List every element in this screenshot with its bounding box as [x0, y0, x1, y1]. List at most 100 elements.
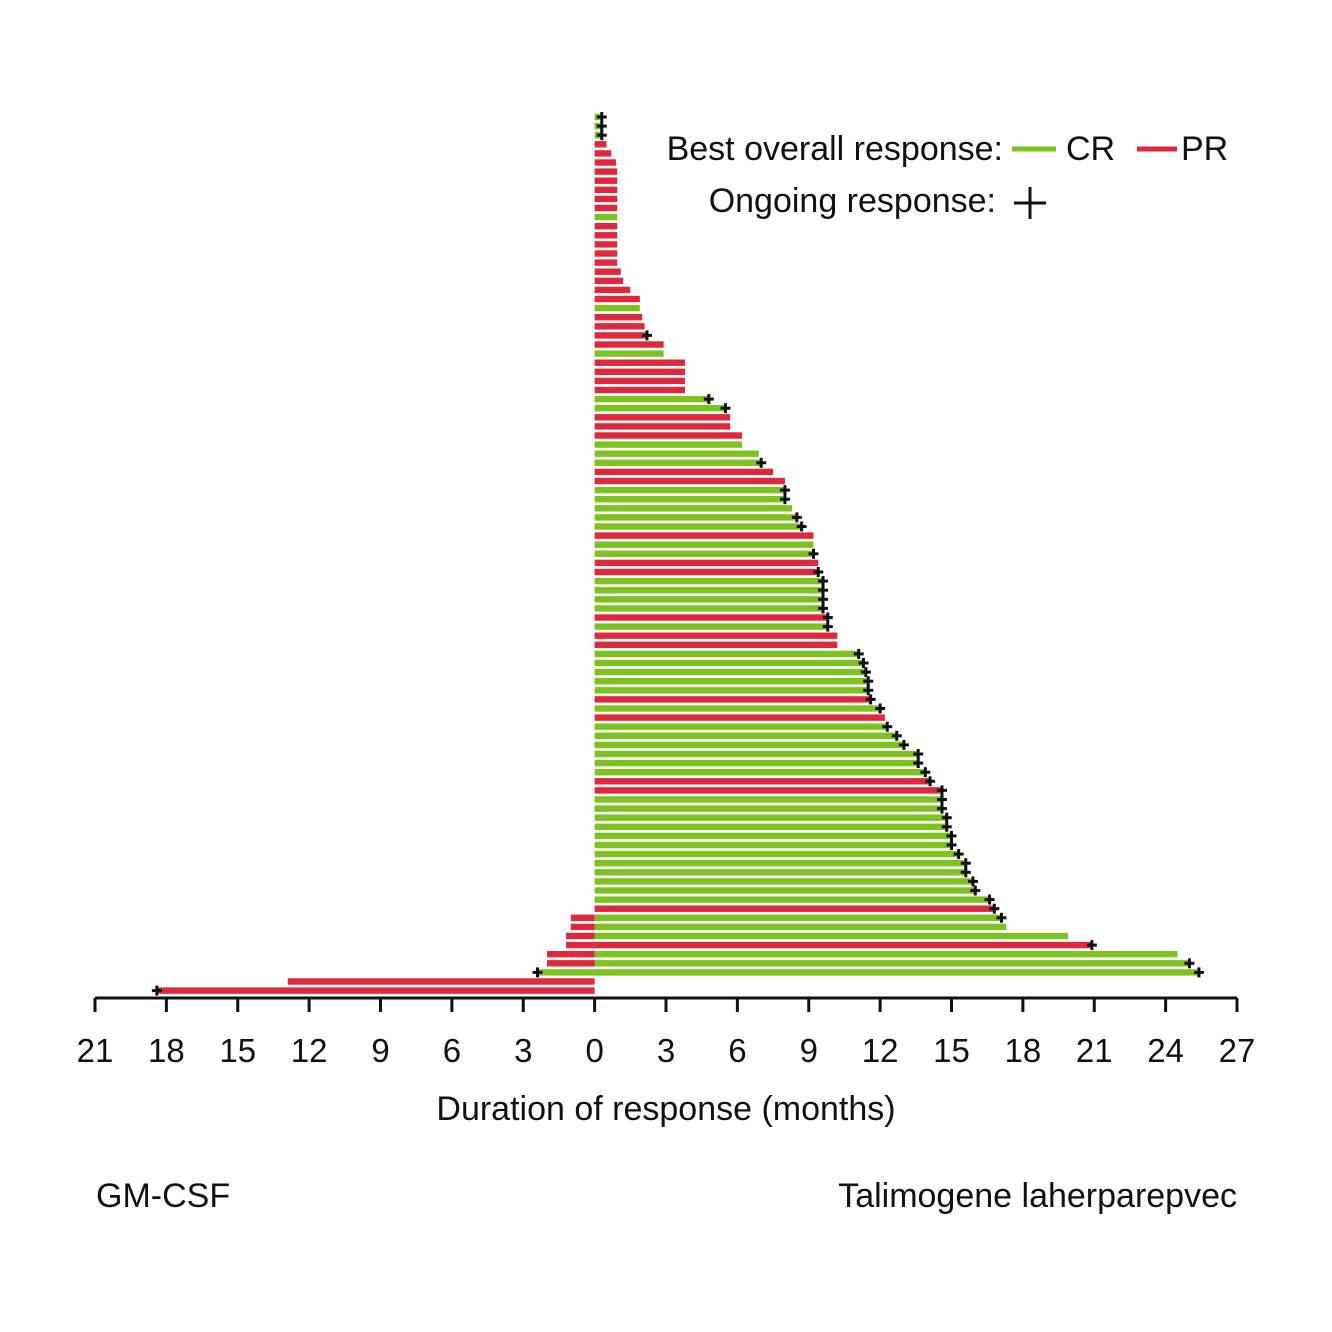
talimogene-bar: [594, 377, 686, 385]
ongoing-marker: [808, 548, 819, 559]
talimogene-bar: [594, 723, 888, 730]
ongoing-marker: [1193, 967, 1204, 978]
gm-csf-bar: [570, 923, 595, 931]
gm-csf-bar: [570, 914, 595, 921]
talimogene-bar: [594, 550, 814, 557]
x-tick-label: 15: [219, 1032, 256, 1069]
talimogene-bar: [594, 759, 919, 767]
talimogene-bar: [594, 678, 869, 685]
x-tick-label: 0: [585, 1032, 603, 1069]
talimogene-bar: [594, 168, 618, 175]
talimogene-bar: [594, 887, 976, 894]
talimogene-bar: [594, 850, 959, 858]
talimogene-bar: [594, 286, 631, 294]
talimogene-bar: [594, 332, 647, 339]
gm-csf-bar: [566, 932, 595, 940]
x-tick-label: 18: [148, 1032, 185, 1069]
talimogene-bar: [594, 668, 866, 676]
talimogene-bar: [594, 769, 926, 776]
talimogene-bar: [594, 623, 828, 630]
talimogene-bar: [594, 805, 942, 812]
ongoing-marker: [818, 585, 829, 596]
talimogene-bar: [594, 577, 824, 585]
talimogene-bar: [594, 150, 612, 157]
talimogene-bar: [594, 405, 726, 412]
ongoing-marker: [941, 821, 952, 832]
ongoing-marker: [920, 767, 931, 778]
ongoing-marker: [946, 840, 957, 850]
ongoing-marker: [818, 594, 829, 605]
ongoing-marker: [941, 812, 952, 823]
ongoing-marker: [936, 785, 947, 796]
ongoing-marker: [818, 576, 829, 587]
x-tick-label: 6: [443, 1032, 461, 1069]
x-tick-label: 12: [291, 1032, 328, 1069]
talimogene-bar: [594, 177, 618, 184]
legend-ongoing-label: Ongoing response:: [709, 182, 996, 220]
talimogene-bar: [594, 268, 621, 275]
talimogene-bar: [594, 905, 995, 912]
talimogene-bar: [594, 359, 686, 366]
talimogene-bar: [594, 714, 885, 721]
talimogene-bar: [594, 323, 645, 330]
talimogene-bar: [594, 514, 797, 521]
talimogene-bar: [594, 969, 1199, 976]
ongoing-marker: [720, 403, 731, 414]
talimogene-bar: [594, 923, 1007, 931]
right-group-label: Talimogene laherparepvec: [838, 1177, 1237, 1215]
talimogene-bar: [594, 295, 640, 303]
ongoing-markers-layer: [151, 112, 1204, 996]
talimogene-bar: [594, 605, 824, 612]
ongoing-marker: [967, 876, 978, 887]
ongoing-marker: [822, 621, 833, 632]
gm-csf-bar: [156, 987, 595, 994]
talimogene-bar: [594, 568, 819, 576]
talimogene-bar: [594, 414, 731, 421]
x-tick-label: 24: [1147, 1032, 1184, 1069]
ongoing-marker: [796, 521, 807, 532]
talimogene-bar: [594, 741, 904, 749]
x-axis-title: Duration of response (months): [436, 1090, 895, 1128]
talimogene-bar: [594, 386, 686, 394]
x-tick-label: 9: [800, 1032, 818, 1069]
talimogene-bar: [594, 778, 931, 785]
x-tick-label: 15: [933, 1032, 970, 1069]
talimogene-bar: [594, 350, 664, 357]
gm-csf-bar: [566, 941, 595, 949]
ongoing-marker: [863, 685, 874, 696]
talimogene-bar: [594, 468, 774, 476]
gm-csf-bar: [537, 969, 595, 976]
ongoing-marker: [898, 739, 909, 750]
talimogene-bar: [594, 486, 785, 494]
talimogene-bar: [594, 141, 607, 148]
ongoing-marker: [891, 730, 902, 741]
ongoing-marker: [863, 676, 874, 687]
ongoing-marker: [936, 803, 947, 814]
talimogene-bar: [594, 823, 947, 830]
talimogene-bar: [594, 941, 1092, 949]
ongoing-marker: [853, 648, 864, 659]
talimogene-bar: [594, 796, 942, 803]
talimogene-bar: [594, 423, 731, 430]
talimogene-bar: [594, 696, 871, 703]
talimogene-bar: [594, 559, 819, 567]
x-axis-ticks: 21 18 15 12 9 6 3 0 3 6 9 12 15 18 21 24 27: [77, 998, 1255, 1069]
talimogene-bar: [594, 750, 919, 758]
talimogene-bar: [594, 395, 709, 403]
gm-csf-bar: [287, 978, 595, 985]
talimogene-bar: [594, 614, 828, 621]
talimogene-bar: [594, 477, 785, 485]
legend: Best overall response: CR PR Ongoing res…: [667, 130, 1229, 220]
talimogene-bar: [594, 259, 618, 266]
ongoing-marker: [858, 658, 869, 668]
x-tick-label: 9: [371, 1032, 389, 1069]
talimogene-bar: [594, 587, 824, 594]
gm-csf-bar: [547, 951, 595, 958]
ongoing-marker: [791, 512, 802, 523]
ongoing-marker: [818, 603, 829, 614]
legend-pr-label: PR: [1181, 130, 1228, 168]
talimogene-bar: [594, 304, 640, 312]
x-tick-label: 21: [1076, 1032, 1113, 1069]
ongoing-marker: [813, 567, 824, 577]
